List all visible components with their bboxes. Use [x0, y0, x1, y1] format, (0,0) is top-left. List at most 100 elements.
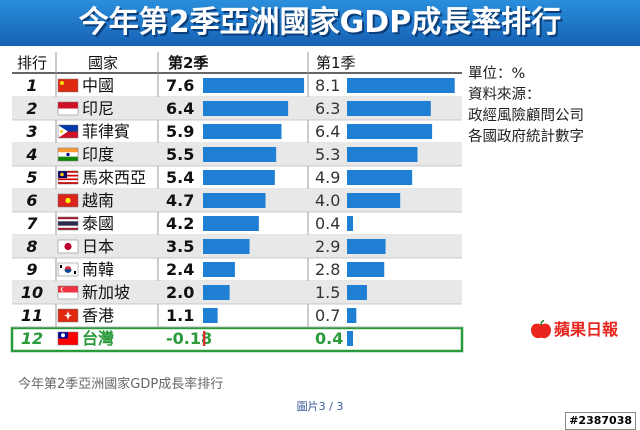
- q2-bar: [203, 78, 305, 93]
- q2-value-label: -0.18: [166, 329, 212, 348]
- q2-bar: [203, 101, 289, 116]
- q1-value-label: 6.3: [315, 99, 340, 118]
- q2-value-label: 5.9: [166, 122, 194, 141]
- q2-value-label: 4.7: [166, 191, 194, 210]
- q2-bar: [203, 124, 282, 139]
- q1-value-label: 4.0: [315, 191, 340, 210]
- q1-bar: [347, 285, 367, 300]
- rank-label: 9: [26, 260, 37, 279]
- q1-value-label: 1.5: [315, 283, 340, 302]
- indonesia-flag-icon: [57, 101, 79, 116]
- q1-value-label: 6.4: [315, 122, 340, 141]
- q2-value-label: 4.2: [166, 214, 194, 233]
- column-header-2: 第2季: [168, 54, 208, 72]
- country-label: 印尼: [82, 99, 114, 118]
- south-korea-flag-icon: [57, 262, 79, 277]
- rank-label: 5: [26, 168, 37, 187]
- chart-title: 今年第2季亞洲國家GDP成長率排行: [78, 5, 562, 40]
- country-label: 菲律賓: [82, 122, 130, 141]
- logo-text: 蘋果日報: [554, 320, 619, 339]
- q2-bar: [203, 239, 250, 254]
- q2-value-label: 6.4: [166, 99, 194, 118]
- q2-value-label: 7.6: [166, 76, 194, 95]
- vietnam-flag-icon: [57, 193, 79, 208]
- taiwan-flag-icon: [57, 331, 79, 346]
- q2-value-label: 5.4: [166, 168, 194, 187]
- rank-label: 11: [21, 306, 43, 325]
- rank-label: 7: [26, 214, 38, 233]
- infographic: 今年第2季亞洲國家GDP成長率排行 排行 國家 第2季 第1季 1 中國 7.6 8.1 2 印尼…: [0, 0, 640, 353]
- q1-value-label: 5.3: [315, 145, 340, 164]
- country-label: 新加坡: [82, 283, 130, 302]
- column-header-1: 國家: [88, 54, 118, 72]
- row-shade: [12, 281, 462, 304]
- q1-bar: [347, 308, 357, 323]
- country-label: 中國: [82, 76, 114, 95]
- q2-bar-negative: [203, 331, 206, 346]
- page-indicator[interactable]: 圖片3 / 3: [296, 400, 344, 413]
- q1-value-label: 0.4: [315, 329, 343, 348]
- q2-bar: [203, 308, 218, 323]
- q1-bar: [347, 78, 455, 93]
- q1-value-label: 0.7: [315, 306, 340, 325]
- rank-label: 12: [21, 329, 43, 348]
- source-line-1: 政經風險顧問公司: [468, 108, 584, 124]
- q1-bar: [347, 170, 413, 185]
- china-flag-icon: [57, 78, 79, 93]
- malaysia-flag-icon: [57, 170, 79, 185]
- thailand-flag-icon: [57, 216, 79, 231]
- column-header-3: 第1季: [316, 54, 356, 72]
- country-label: 台灣: [82, 329, 114, 348]
- country-label: 泰國: [82, 214, 114, 233]
- hong-kong-flag-icon: [57, 308, 79, 323]
- column-header-0: 排行: [17, 54, 47, 72]
- q2-bar: [203, 285, 230, 300]
- q2-value-label: 2.0: [166, 283, 194, 302]
- q1-bar: [347, 124, 433, 139]
- unit-note: 單位：%: [468, 66, 526, 82]
- table-header-bg: [12, 52, 462, 73]
- source-line-2: 各國政府統計數字: [468, 129, 584, 145]
- q1-value-label: 2.9: [315, 237, 340, 256]
- q2-value-label: 1.1: [166, 306, 194, 325]
- watermark: #2387038: [565, 412, 636, 430]
- source-label: 資料來源：: [468, 87, 541, 103]
- q1-value-label: 0.4: [315, 214, 340, 233]
- apple-daily-logo: 蘋果日報: [530, 318, 636, 342]
- highlight-row-box: [10, 326, 464, 353]
- india-flag-icon: [57, 147, 79, 162]
- rank-label: 6: [26, 191, 37, 210]
- q1-bar: [347, 239, 386, 254]
- q1-value-label: 2.8: [315, 260, 340, 279]
- q1-bar: [347, 193, 401, 208]
- rank-label: 1: [26, 76, 37, 95]
- country-label: 印度: [82, 145, 114, 164]
- japan-flag-icon: [57, 239, 79, 254]
- side-notes: 單位：% 資料來源： 政經風險顧問公司 各國政府統計數字: [468, 64, 638, 148]
- q2-bar: [203, 147, 277, 162]
- q2-bar: [203, 216, 259, 231]
- country-label: 南韓: [82, 260, 114, 279]
- singapore-flag-icon: [57, 285, 79, 300]
- q2-value-label: 5.5: [166, 145, 194, 164]
- title-bar: 今年第2季亞洲國家GDP成長率排行: [0, 0, 640, 46]
- rank-label: 8: [26, 237, 37, 256]
- country-label: 越南: [82, 191, 114, 210]
- image-caption: 今年第2季亞洲國家GDP成長率排行: [18, 377, 224, 392]
- rank-label: 4: [25, 145, 37, 164]
- country-label: 馬來西亞: [82, 168, 146, 187]
- q1-bar: [347, 147, 418, 162]
- q1-bar: [347, 262, 385, 277]
- rank-label: 3: [26, 122, 37, 141]
- rank-label: 2: [26, 99, 37, 118]
- gdp-ranking-chart: 排行 國家 第2季 第1季 1 中國 7.6 8.1 2 印尼 6.4 6.3 3 菲律賓 5.9 6.4 4 印…: [10, 52, 464, 353]
- q2-bar: [203, 193, 266, 208]
- apple-icon: [531, 320, 551, 339]
- q2-value-label: 2.4: [166, 260, 194, 279]
- q1-bar: [347, 331, 353, 346]
- q1-value-label: 8.1: [315, 76, 340, 95]
- country-label: 香港: [82, 306, 114, 325]
- rank-label: 10: [21, 283, 43, 302]
- country-label: 日本: [82, 237, 114, 256]
- q1-bar: [347, 101, 431, 116]
